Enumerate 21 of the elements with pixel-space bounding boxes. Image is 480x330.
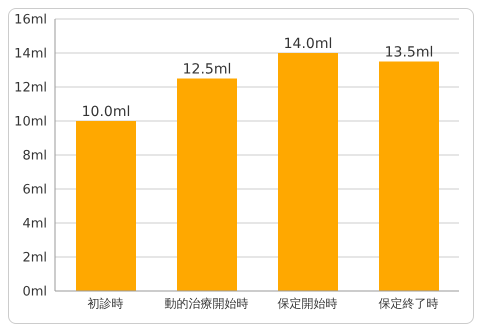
x-tick-label: 保定終了時 xyxy=(378,296,438,311)
bar xyxy=(177,78,237,291)
data-label: 10.0ml xyxy=(82,104,130,120)
y-tick-label: 12ml xyxy=(14,80,47,96)
y-tick-label: 4ml xyxy=(22,216,47,232)
x-tick-label: 動的治療開始時 xyxy=(164,296,248,311)
y-tick-label: 8ml xyxy=(22,148,47,164)
bar xyxy=(379,62,439,291)
bar xyxy=(278,53,338,291)
y-tick-label: 14ml xyxy=(14,46,47,62)
y-tick-label: 6ml xyxy=(22,182,47,198)
data-label: 14.0ml xyxy=(284,36,332,52)
y-tick-label: 10ml xyxy=(14,114,47,130)
y-tick-label: 16ml xyxy=(14,12,47,28)
data-label: 13.5ml xyxy=(384,44,434,60)
y-tick-label: 2ml xyxy=(22,250,47,266)
x-tick-label: 初診時 xyxy=(88,296,124,311)
y-tick-label: 0ml xyxy=(22,284,47,300)
x-tick-label: 保定開始時 xyxy=(278,296,338,311)
bar xyxy=(76,121,136,291)
data-label: 12.5ml xyxy=(182,62,232,78)
